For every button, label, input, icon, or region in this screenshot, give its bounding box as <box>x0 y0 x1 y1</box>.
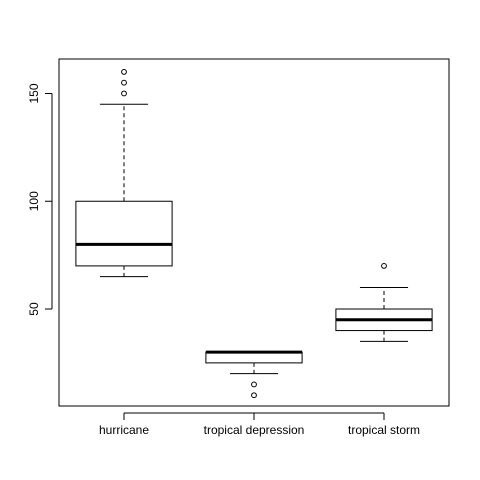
y-axis: 50 100 150 <box>27 83 53 316</box>
boxes <box>75 69 433 399</box>
outlier-point <box>251 392 257 399</box>
outlier-point <box>121 79 127 86</box>
y-tick-label: 50 <box>27 302 41 316</box>
outlier-point <box>381 263 387 269</box>
iqr-box <box>205 351 303 364</box>
x-axis: hurricane tropical depression tropical sto… <box>99 412 420 437</box>
outlier-point <box>121 90 127 97</box>
plot-frame <box>58 58 450 407</box>
outlier-point <box>121 69 127 75</box>
box-group-tropical-depression <box>205 350 303 399</box>
y-tick-label: 150 <box>27 83 41 103</box>
x-tick-label: tropical storm <box>348 423 420 437</box>
y-tick-label: 100 <box>27 191 41 211</box>
box-group-tropical-storm <box>335 263 433 342</box>
box-group-hurricane <box>75 69 173 278</box>
x-tick-label: hurricane <box>99 423 149 437</box>
iqr-box <box>75 200 173 267</box>
outlier-point <box>251 381 257 388</box>
x-tick-label: tropical depression <box>204 423 305 437</box>
